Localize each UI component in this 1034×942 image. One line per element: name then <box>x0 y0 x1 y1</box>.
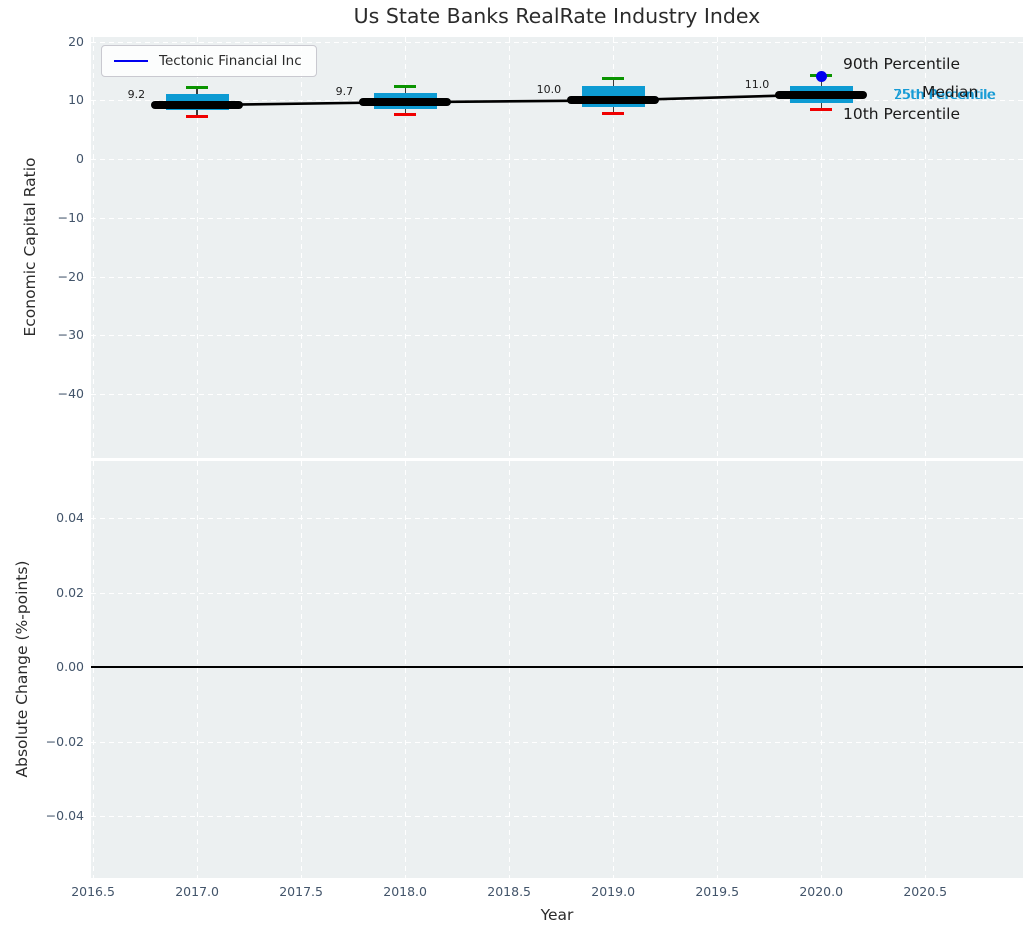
y-tick-label: 0.02 <box>24 585 84 600</box>
p10-cap-2019 <box>602 112 624 115</box>
p10-cap-2018 <box>394 113 416 116</box>
x-tick-label: 2019.5 <box>685 884 749 899</box>
annotation-median: Median <box>922 83 978 101</box>
y-tick-label: −40 <box>24 386 84 401</box>
x-tick-label: 2020.0 <box>789 884 853 899</box>
median-bar-2017 <box>151 101 243 109</box>
median-bar-2020 <box>775 91 867 99</box>
y-tick-label: −0.04 <box>24 808 84 823</box>
top-axes-economic-capital-ratio: 9.2 9.7 10.0 11.0 <box>91 37 1023 458</box>
y-tick-label: −20 <box>24 269 84 284</box>
legend-line-sample <box>114 60 148 63</box>
median-bar-2019 <box>567 96 659 104</box>
median-value-label-2018: 9.7 <box>307 85 353 98</box>
y-gridline <box>91 742 1023 743</box>
p10-cap-2017 <box>186 115 208 118</box>
median-bar-2018 <box>359 98 451 106</box>
median-value-label-2017: 9.2 <box>99 88 145 101</box>
y-tick-label: −0.02 <box>24 734 84 749</box>
x-tick-label: 2018.0 <box>373 884 437 899</box>
y-gridline <box>91 518 1023 519</box>
p90-cap-2018 <box>394 85 416 88</box>
y-tick-label: −30 <box>24 327 84 342</box>
y-tick-label: 0 <box>24 151 84 166</box>
x-tick-label: 2019.0 <box>581 884 645 899</box>
top-y-axis-label: Economic Capital Ratio <box>21 157 39 336</box>
x-axis-label: Year <box>91 906 1023 924</box>
x-tick-label: 2020.5 <box>893 884 957 899</box>
median-value-label-2020: 11.0 <box>723 78 769 91</box>
x-tick-label: 2017.5 <box>269 884 333 899</box>
p10-cap-2020 <box>810 108 832 111</box>
y-tick-label: −10 <box>24 210 84 225</box>
y-tick-label: 20 <box>24 34 84 49</box>
x-tick-label: 2016.5 <box>61 884 125 899</box>
legend: Tectonic Financial Inc <box>101 45 317 77</box>
median-value-label-2019: 10.0 <box>515 83 561 96</box>
annotation-90th-percentile: 90th Percentile <box>843 55 960 73</box>
x-tick-label: 2018.5 <box>477 884 541 899</box>
y-gridline <box>91 593 1023 594</box>
y-tick-label: 0.00 <box>24 659 84 674</box>
x-tick-label: 2017.0 <box>165 884 229 899</box>
y-gridline <box>91 816 1023 817</box>
y-tick-label: 0.04 <box>24 510 84 525</box>
bottom-axes-absolute-change <box>91 461 1023 878</box>
zero-line <box>91 666 1023 668</box>
annotation-10th-percentile: 10th Percentile <box>843 105 960 123</box>
chart-title: Us State Banks RealRate Industry Index <box>91 4 1023 28</box>
chart-figure: Us State Banks RealRate Industry Index 9… <box>0 0 1034 942</box>
y-tick-label: 10 <box>24 92 84 107</box>
p90-cap-2019 <box>602 77 624 80</box>
p90-cap-2017 <box>186 86 208 89</box>
legend-entry-label: Tectonic Financial Inc <box>159 53 302 69</box>
